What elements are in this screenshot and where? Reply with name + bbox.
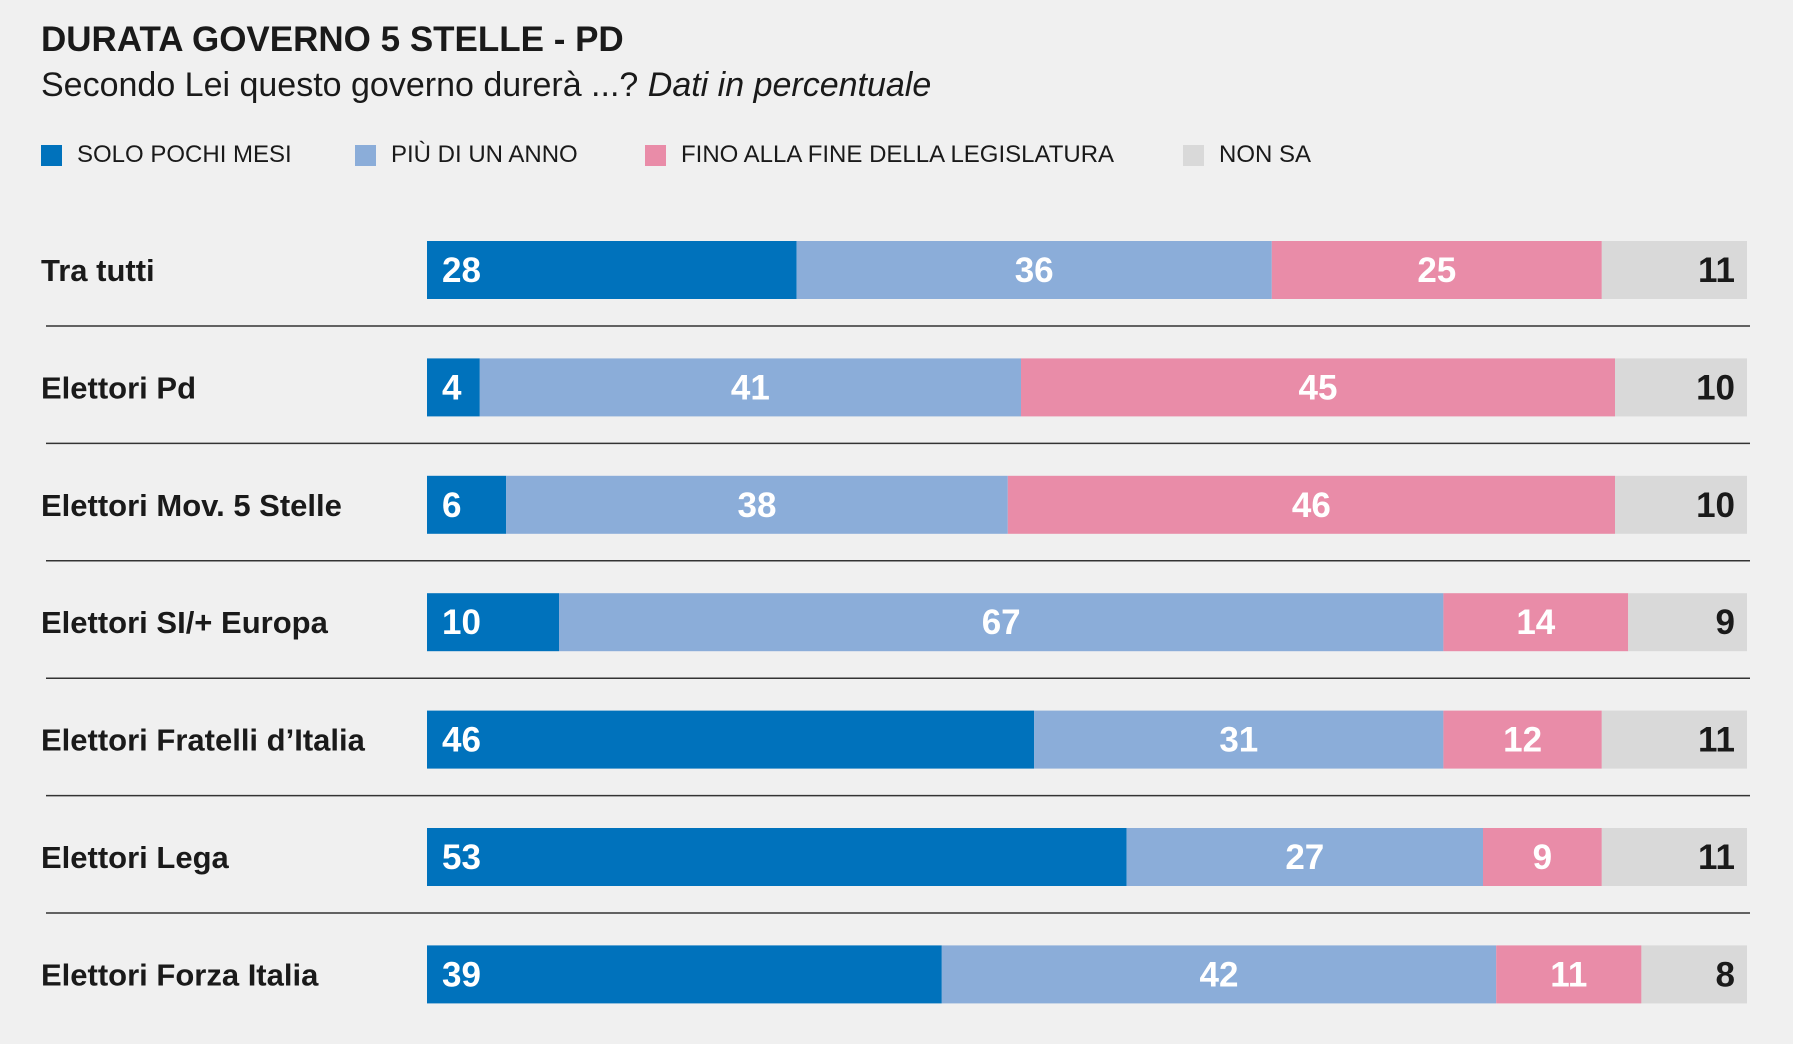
data-label-fine-legislatura: 45 (1299, 368, 1338, 407)
data-label-non-sa: 11 (1698, 838, 1735, 877)
bar-segment-piu-di-un-anno (506, 475, 1008, 534)
data-label-solo-pochi-mesi: 10 (442, 603, 481, 642)
bar-segment-fine-legislatura (1496, 945, 1642, 1004)
data-label-non-sa: 10 (1696, 486, 1735, 525)
bar-segment-solo-pochi-mesi (427, 945, 942, 1004)
bar-segment-solo-pochi-mesi (427, 358, 480, 417)
data-label-piu-di-un-anno: 27 (1285, 838, 1324, 877)
bar-segment-fine-legislatura (1483, 828, 1602, 886)
data-label-solo-pochi-mesi: 28 (442, 251, 481, 290)
data-label-non-sa: 10 (1696, 368, 1735, 407)
legend-label-fine-legislatura: FINO ALLA FINE DELLA LEGISLATURA (681, 141, 1115, 168)
bar-segment-non-sa (1615, 358, 1747, 417)
data-label-fine-legislatura: 9 (1533, 838, 1552, 877)
category-label: Elettori Fratelli d’Italia (41, 723, 366, 758)
bar-row-elettori-lega: Elettori Lega 53 27 9 11 (41, 828, 1747, 886)
data-label-non-sa: 11 (1698, 251, 1735, 290)
data-label-piu-di-un-anno: 67 (982, 603, 1021, 642)
bar-segment-piu-di-un-anno (559, 593, 1444, 652)
bar-segment-piu-di-un-anno (479, 358, 1021, 417)
subtitle-note: Dati in percentuale (647, 66, 932, 104)
bar-segment-non-sa (1601, 710, 1747, 769)
legend-label-piu-di-un-anno: PIÙ DI UN ANNO (391, 141, 578, 168)
legend-label-solo-pochi-mesi: SOLO POCHI MESI (77, 141, 292, 168)
chart-title: DURATA GOVERNO 5 STELLE - PD (41, 20, 624, 59)
bar-segment-fine-legislatura (1443, 710, 1602, 769)
legend-label-non-sa: NON SA (1219, 141, 1312, 168)
bar-segment-solo-pochi-mesi (427, 828, 1127, 886)
bar-segment-non-sa (1641, 945, 1747, 1004)
data-label-solo-pochi-mesi: 4 (442, 368, 462, 407)
bar-row-elettori-mov-5-stelle: Elettori Mov. 5 Stelle 6 38 46 10 (41, 475, 1747, 534)
bar-segment-solo-pochi-mesi (427, 475, 507, 534)
data-label-non-sa: 11 (1698, 721, 1735, 760)
category-label: Elettori Mov. 5 Stelle (41, 488, 342, 523)
category-label: Elettori Lega (41, 840, 230, 875)
legend-swatch-non-sa (1183, 144, 1204, 166)
bar-segment-piu-di-un-anno (941, 945, 1497, 1004)
bar-segment-non-sa (1628, 593, 1747, 652)
data-label-fine-legislatura: 25 (1417, 251, 1456, 290)
bar-segment-fine-legislatura (1021, 358, 1615, 417)
legend-item-fine-legislatura: FINO ALLA FINE DELLA LEGISLATURA (645, 140, 1114, 170)
bar-segment-non-sa (1615, 475, 1747, 534)
category-label: Elettori Pd (41, 370, 196, 405)
bar-row-elettori-si-europa: Elettori SI/+ Europa 10 67 14 9 (41, 593, 1747, 652)
bar-row-elettori-forza-italia: Elettori Forza Italia 39 42 11 8 (41, 945, 1747, 1004)
category-label: Elettori SI/+ Europa (41, 605, 329, 640)
legend-item-non-sa: NON SA (1183, 140, 1311, 170)
bar-segment-solo-pochi-mesi (427, 593, 559, 652)
legend-item-solo-pochi-mesi: SOLO POCHI MESI (41, 140, 292, 170)
category-label: Tra tutti (41, 253, 155, 288)
data-label-solo-pochi-mesi: 39 (442, 955, 481, 994)
chart-subtitle: Secondo Lei questo governo durerà ...? D… (41, 66, 931, 105)
bar-row-elettori-fratelli-d-italia: Elettori Fratelli d’Italia 46 31 12 11 (41, 710, 1747, 769)
category-label: Elettori Forza Italia (41, 957, 319, 992)
bar-segment-solo-pochi-mesi (427, 710, 1035, 769)
bar-segment-fine-legislatura (1271, 241, 1602, 299)
bar-segment-solo-pochi-mesi (427, 241, 797, 299)
bar-segment-fine-legislatura (1007, 475, 1615, 534)
legend-item-piu-di-un-anno: PIÙ DI UN ANNO (355, 140, 578, 170)
bar-row-tra-tutti: Tra tutti 28 36 25 11 (41, 241, 1747, 299)
bar-segment-piu-di-un-anno (1126, 828, 1483, 886)
data-label-fine-legislatura: 12 (1503, 721, 1542, 760)
data-label-non-sa: 8 (1716, 955, 1735, 994)
data-label-piu-di-un-anno: 41 (731, 368, 770, 407)
data-label-piu-di-un-anno: 36 (1015, 251, 1054, 290)
data-label-fine-legislatura: 46 (1292, 486, 1331, 525)
bar-row-elettori-pd: Elettori Pd 4 41 45 10 (41, 358, 1747, 417)
data-label-piu-di-un-anno: 42 (1200, 955, 1239, 994)
bar-segment-non-sa (1601, 828, 1747, 886)
data-label-solo-pochi-mesi: 46 (442, 721, 481, 760)
bar-segment-non-sa (1601, 241, 1747, 299)
bar-segment-piu-di-un-anno (796, 241, 1272, 299)
legend-swatch-fine-legislatura (645, 144, 666, 166)
legend-swatch-piu-di-un-anno (355, 144, 376, 166)
data-label-non-sa: 9 (1716, 603, 1735, 642)
data-label-solo-pochi-mesi: 53 (442, 838, 481, 877)
data-label-solo-pochi-mesi: 6 (442, 486, 461, 525)
bar-segment-piu-di-un-anno (1034, 710, 1444, 769)
data-label-piu-di-un-anno: 38 (738, 486, 777, 525)
data-label-fine-legislatura: 11 (1550, 955, 1587, 994)
subtitle-question: Secondo Lei questo governo durerà ...? (41, 66, 639, 104)
legend-swatch-solo-pochi-mesi (41, 144, 62, 166)
data-label-piu-di-un-anno: 31 (1219, 721, 1258, 760)
bar-segment-fine-legislatura (1443, 593, 1629, 652)
data-label-fine-legislatura: 14 (1516, 603, 1555, 642)
